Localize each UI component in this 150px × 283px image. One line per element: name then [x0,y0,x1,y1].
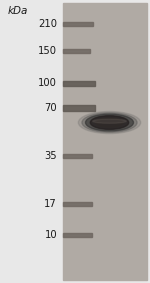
Ellipse shape [96,118,123,127]
FancyBboxPatch shape [63,81,94,86]
Ellipse shape [78,112,141,134]
Ellipse shape [82,113,137,132]
FancyBboxPatch shape [63,154,92,158]
Text: 100: 100 [38,78,57,89]
Ellipse shape [90,116,129,129]
FancyBboxPatch shape [63,22,93,26]
Ellipse shape [85,114,134,131]
FancyBboxPatch shape [63,202,92,206]
Text: 150: 150 [38,46,57,56]
FancyBboxPatch shape [63,49,90,53]
Ellipse shape [93,119,126,123]
Text: 17: 17 [44,199,57,209]
Text: 70: 70 [44,103,57,113]
Text: 35: 35 [44,151,57,161]
Text: kDa: kDa [8,6,28,16]
FancyBboxPatch shape [63,3,147,280]
FancyBboxPatch shape [63,105,94,111]
Text: 10: 10 [44,230,57,240]
FancyBboxPatch shape [63,233,92,237]
Text: 210: 210 [38,19,57,29]
